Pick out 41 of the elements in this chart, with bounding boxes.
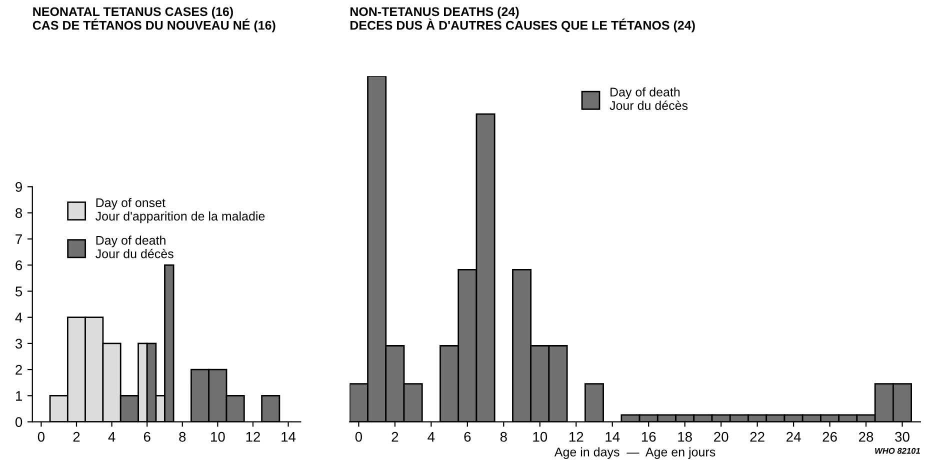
x-tick-label: 28 bbox=[858, 432, 874, 442]
text: WHO 82101 bbox=[875, 448, 920, 454]
chart-title: NON-TETANUS DEATHS (24) DECES DUS À D'AUTRES CAUSES QUE LE TÉTANOS (24) bbox=[350, 6, 695, 32]
x-tick-label: 14 bbox=[282, 432, 296, 442]
x-tick-label: 8 bbox=[179, 432, 186, 442]
x-tick-label: 10 bbox=[211, 432, 225, 442]
x-tick-label: 0 bbox=[355, 432, 362, 442]
y-tick-label: 8 bbox=[16, 208, 22, 218]
legend-label: Day of death Jour du décès bbox=[610, 87, 688, 110]
x-tick-label: 2 bbox=[73, 432, 80, 442]
legend-label: Day of death Jour du décès bbox=[96, 236, 174, 258]
x-tick-label: 2 bbox=[392, 432, 398, 442]
x-tick-label: 4 bbox=[428, 432, 435, 442]
x-tick-label: 30 bbox=[895, 432, 910, 442]
y-tick-label: 6 bbox=[16, 260, 22, 270]
y-tick-label: 7 bbox=[16, 234, 22, 244]
x-tick-label: 0 bbox=[38, 432, 45, 442]
y-tick-label: 3 bbox=[15, 338, 22, 349]
x-axis-title: Age in days — Age en jours bbox=[554, 447, 716, 459]
legend-label: Day of onset Jour d'apparition de la maladie bbox=[96, 198, 265, 224]
y-tick-label: 1 bbox=[16, 391, 22, 401]
x-tick-label: 12 bbox=[569, 432, 584, 442]
y-tick-label: 4 bbox=[15, 312, 22, 322]
x-tick-label: 22 bbox=[750, 432, 764, 442]
x-tick-label: 24 bbox=[786, 432, 801, 442]
x-tick-label: 14 bbox=[606, 432, 620, 442]
y-tick-label: 5 bbox=[15, 286, 22, 296]
x-tick-label: 20 bbox=[714, 432, 728, 442]
x-tick-label: 10 bbox=[533, 432, 548, 442]
x-tick-label: 16 bbox=[642, 432, 656, 442]
x-tick-label: 8 bbox=[500, 432, 507, 442]
y-tick-label: 0 bbox=[15, 417, 22, 427]
x-tick-label: 18 bbox=[678, 432, 692, 442]
chart-title: NEONATAL TETANUS CASES (16) CAS DE TÉTANOS DU NOUVEAU NÉ (16) bbox=[32, 6, 276, 32]
x-tick-label: 12 bbox=[246, 432, 260, 442]
x-tick-label: 26 bbox=[822, 432, 837, 442]
x-tick-label: 4 bbox=[108, 432, 116, 442]
y-tick-label: 9 bbox=[16, 182, 22, 192]
x-tick-label: 6 bbox=[464, 432, 471, 442]
x-tick-label: 6 bbox=[144, 432, 150, 442]
y-tick-label: 2 bbox=[16, 364, 22, 375]
